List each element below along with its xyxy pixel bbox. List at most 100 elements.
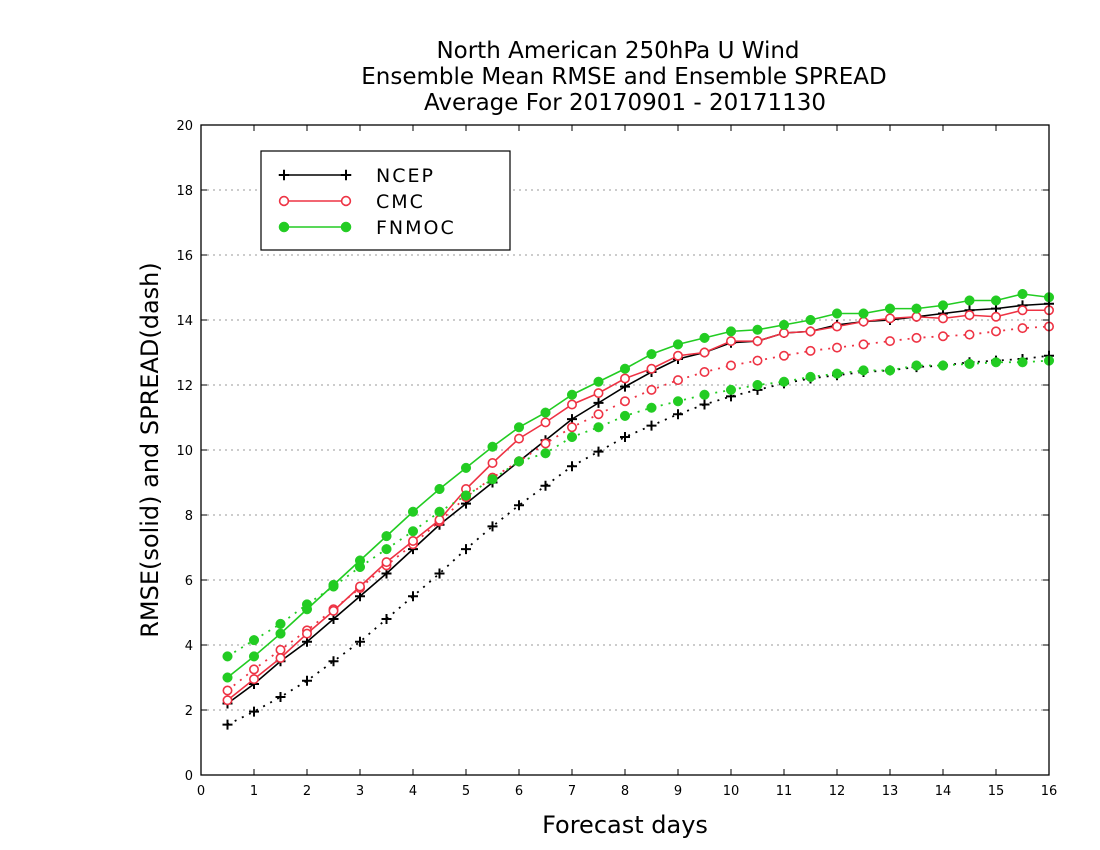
data-point xyxy=(725,360,736,371)
x-tick-label: 11 xyxy=(776,784,793,799)
data-point xyxy=(1017,305,1028,316)
data-point xyxy=(964,358,975,369)
data-point xyxy=(884,313,895,324)
data-point xyxy=(407,506,419,517)
data-point xyxy=(778,350,789,361)
data-point xyxy=(278,221,290,233)
series-cmc xyxy=(222,305,1055,706)
data-point xyxy=(540,448,551,459)
title-line-1: North American 250hPa U Wind xyxy=(436,38,799,64)
y-tick-label: 6 xyxy=(185,574,193,589)
data-point xyxy=(278,195,290,207)
data-point xyxy=(937,331,948,342)
data-point xyxy=(911,360,922,371)
data-point xyxy=(434,514,445,525)
data-point xyxy=(275,628,286,639)
data-point xyxy=(593,397,604,408)
x-tick-label: 2 xyxy=(303,784,311,799)
data-point xyxy=(673,409,683,420)
data-point xyxy=(672,339,684,350)
data-point xyxy=(407,526,419,537)
title-line-2: Ensemble Mean RMSE and Ensemble SPREAD xyxy=(361,64,886,90)
grid xyxy=(201,189,1049,711)
x-tick-label: 16 xyxy=(1041,784,1058,799)
y-tick-label: 0 xyxy=(185,769,193,784)
data-point xyxy=(434,506,445,517)
data-point xyxy=(646,402,657,413)
data-point xyxy=(752,379,763,391)
data-point xyxy=(487,521,498,532)
data-point xyxy=(646,349,657,360)
x-tick-label: 0 xyxy=(197,784,205,799)
data-point xyxy=(619,373,630,384)
data-point xyxy=(540,417,551,428)
x-tick-label: 12 xyxy=(829,784,846,799)
data-point xyxy=(513,456,525,467)
data-point xyxy=(567,461,577,472)
fnmoc-rmse-line xyxy=(227,293,1050,679)
data-point xyxy=(1017,288,1028,300)
data-point xyxy=(340,195,352,207)
data-point xyxy=(460,462,472,473)
data-point xyxy=(725,326,737,337)
x-tick-label: 14 xyxy=(935,784,952,799)
x-axis-label: Forecast days xyxy=(542,811,708,839)
data-point xyxy=(990,311,1001,322)
data-point xyxy=(249,674,260,685)
data-point xyxy=(487,457,498,468)
data-point xyxy=(672,396,684,407)
data-point xyxy=(434,568,445,579)
data-point xyxy=(805,371,816,382)
data-point xyxy=(302,675,312,686)
data-point xyxy=(937,313,948,324)
data-point xyxy=(831,342,842,353)
data-point xyxy=(646,363,657,374)
legend-label: NCEP xyxy=(376,165,435,187)
data-point xyxy=(990,326,1001,337)
series-fnmoc xyxy=(222,288,1055,683)
data-point xyxy=(672,375,683,386)
fnmoc-spread-line xyxy=(227,359,1050,658)
data-point xyxy=(540,438,551,449)
y-tick-label: 16 xyxy=(176,249,193,264)
data-point xyxy=(301,604,313,615)
data-point xyxy=(222,719,233,730)
data-point xyxy=(593,446,604,457)
data-point xyxy=(222,695,233,706)
data-point xyxy=(434,483,445,495)
data-point xyxy=(593,409,604,420)
data-point xyxy=(646,420,657,431)
data-point xyxy=(646,384,657,395)
data-point xyxy=(778,376,790,387)
legend: NCEP CMC FNMOC xyxy=(260,150,511,251)
data-point xyxy=(831,321,842,332)
data-point xyxy=(275,644,286,655)
data-point xyxy=(699,347,710,358)
data-point xyxy=(275,692,286,702)
x-tick-label: 9 xyxy=(674,784,682,799)
y-tick-label: 4 xyxy=(185,639,193,654)
data-point xyxy=(328,656,339,667)
data-point xyxy=(248,651,260,662)
data-point xyxy=(725,384,737,395)
data-point xyxy=(778,327,789,338)
data-point xyxy=(540,407,551,418)
data-point xyxy=(725,336,736,347)
data-point xyxy=(593,388,604,399)
data-point xyxy=(699,332,710,343)
data-point xyxy=(911,311,922,322)
series-layer xyxy=(222,288,1055,730)
legend-item-cmc: CMC xyxy=(278,191,425,213)
data-point xyxy=(884,303,896,314)
data-point xyxy=(222,685,233,696)
data-point xyxy=(964,295,975,306)
data-point xyxy=(513,422,525,433)
data-point xyxy=(619,363,631,374)
data-point xyxy=(301,628,312,639)
legend-item-ncep: NCEP xyxy=(278,165,435,187)
data-point xyxy=(1017,323,1028,334)
legend-label: CMC xyxy=(376,191,425,213)
chart-title: North American 250hPa U Wind Ensemble Me… xyxy=(361,38,886,116)
data-point xyxy=(858,365,869,376)
